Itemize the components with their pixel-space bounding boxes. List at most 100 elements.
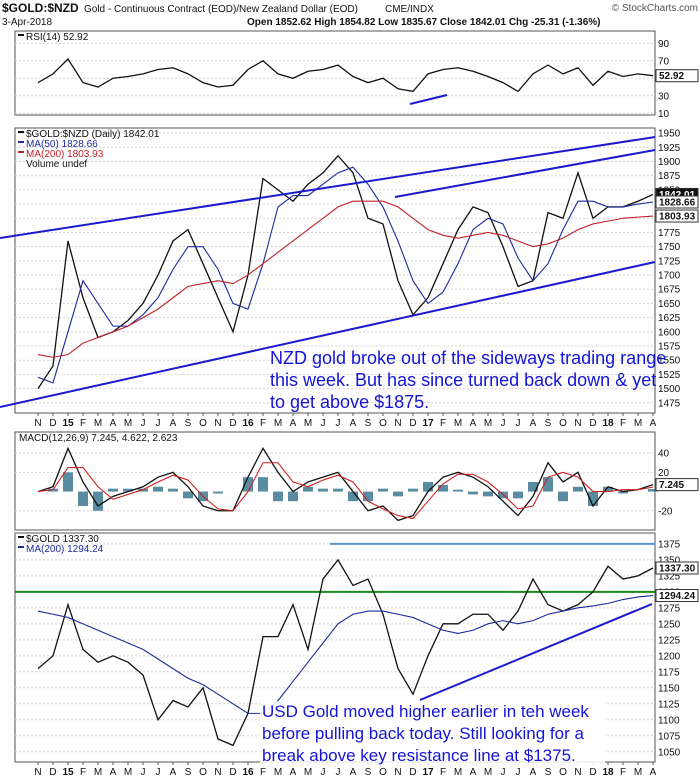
- histogram-bar: [588, 491, 598, 506]
- histogram-bar: [108, 488, 118, 492]
- x-tick-label: M: [274, 418, 282, 429]
- histogram-bar: [438, 484, 448, 492]
- histogram-bar: [273, 491, 283, 502]
- panel: 1375135013251300127512501225120011751150…: [14, 532, 699, 778]
- y-tick-label: 1375: [658, 539, 681, 550]
- x-tick-label: S: [365, 767, 372, 778]
- y-tick-label: 1050: [658, 747, 681, 758]
- trend-lines: [0, 94, 656, 701]
- x-tick-label: A: [350, 418, 357, 429]
- y-tick-label: 1125: [658, 699, 680, 710]
- x-tick-label: O: [199, 418, 207, 429]
- legend-entry: $GOLD:$NZD (Daily) 1842.01: [26, 129, 160, 140]
- annotation: to get above $1875.: [270, 392, 429, 412]
- price-tag: [655, 195, 699, 209]
- y-tick-label: 1575: [658, 342, 681, 353]
- legend-swatch: [18, 536, 24, 538]
- x-tick-label: 18: [602, 767, 614, 778]
- y-tick-label: 1550: [658, 356, 681, 367]
- x-tick-label: F: [260, 418, 266, 429]
- y-tick-label: 1175: [658, 667, 680, 678]
- price-tag: [655, 589, 699, 603]
- price-tag-label: 52.92: [659, 71, 684, 82]
- legend-entry: RSI(14) 52.92: [26, 32, 89, 43]
- x-tick-label: M: [274, 767, 282, 778]
- y-tick-label: 1275: [658, 603, 681, 614]
- histogram-bar: [468, 491, 478, 495]
- panel-frame: [14, 30, 656, 116]
- histogram-bar: [318, 488, 328, 492]
- x-tick-label: J: [141, 767, 146, 778]
- histogram-bar: [408, 488, 418, 492]
- x-tick-label: J: [336, 767, 341, 778]
- x-tick-label: J: [156, 767, 161, 778]
- x-tick-label: M: [454, 418, 462, 429]
- x-tick-label: M: [94, 767, 102, 778]
- x-tick-label: A: [350, 767, 357, 778]
- channel-top: [0, 136, 656, 239]
- histogram-bar: [483, 491, 493, 497]
- y-tick-label: 1725: [658, 256, 681, 267]
- x-tick-label: J: [516, 418, 521, 429]
- price-tag-label: 1337.30: [659, 563, 696, 574]
- x-tick-label: 17: [422, 767, 434, 778]
- y-tick-label: 1900: [658, 157, 681, 168]
- x-tick-label: A: [170, 767, 177, 778]
- x-tick-label: N: [394, 767, 401, 778]
- x-tick-label: N: [34, 767, 41, 778]
- histogram-bar: [78, 491, 88, 506]
- y-tick-label: 1700: [658, 271, 681, 282]
- price-tag: [655, 69, 699, 83]
- x-tick-label: N: [214, 767, 221, 778]
- x-tick-label: M: [484, 418, 492, 429]
- price-tag: [655, 478, 699, 492]
- annotation: USD Gold moved higher earlier in teh wee…: [262, 702, 589, 721]
- histogram-bar: [168, 488, 178, 492]
- y-tick-label: 1475: [658, 398, 681, 409]
- x-tick-label: S: [545, 767, 552, 778]
- x-tick-label: S: [185, 418, 192, 429]
- y-tick-label: -20: [658, 506, 673, 517]
- histogram-bar: [393, 491, 403, 497]
- x-tick-label: 16: [242, 767, 254, 778]
- y-tick-label: 10: [658, 109, 670, 120]
- histogram-bar: [618, 491, 628, 494]
- price-tag: [655, 561, 699, 575]
- x-tick-label: J: [336, 418, 341, 429]
- y-tick-label: 1100: [658, 715, 680, 726]
- histogram-bar: [93, 491, 103, 511]
- y-tick-label: 40: [658, 449, 670, 460]
- series-line: [37, 154, 654, 389]
- x-tick-label: M: [124, 418, 132, 429]
- panel: 1950192519001875185018251800177517501725…: [14, 127, 699, 429]
- y-tick-label: 1250: [658, 619, 681, 630]
- x-tick-label: M: [304, 767, 312, 778]
- series-line: [37, 166, 654, 384]
- x-tick-label: O: [559, 418, 567, 429]
- x-tick-label: N: [574, 418, 581, 429]
- x-tick-label: A: [650, 767, 657, 778]
- x-tick-label: S: [185, 767, 192, 778]
- x-tick-label: F: [440, 767, 446, 778]
- series-line: [37, 446, 654, 522]
- x-tick-label: A: [290, 418, 297, 429]
- price-tag-label: 1828.66: [659, 197, 696, 208]
- y-tick-label: 1150: [658, 683, 680, 694]
- price-tag-label: 1294.24: [659, 591, 696, 602]
- price-tag-label: 7.245: [659, 480, 684, 491]
- x-tick-label: A: [470, 418, 477, 429]
- x-tick-label: 17: [422, 418, 434, 429]
- x-tick-label: 16: [242, 418, 254, 429]
- x-tick-label: M: [124, 767, 132, 778]
- legend-entry: MA(50) 1828.66: [26, 139, 98, 150]
- histogram-bar: [258, 477, 268, 492]
- y-tick-label: 1750: [658, 242, 681, 253]
- histogram-bar: [153, 486, 163, 492]
- x-tick-label: M: [634, 418, 642, 429]
- histogram-bar: [183, 491, 193, 499]
- legend-swatch: [18, 141, 24, 143]
- x-tick-label: 18: [602, 418, 614, 429]
- x-tick-label: O: [379, 767, 387, 778]
- price-tag-label: 1803.93: [659, 212, 696, 223]
- histogram-bar: [513, 491, 523, 499]
